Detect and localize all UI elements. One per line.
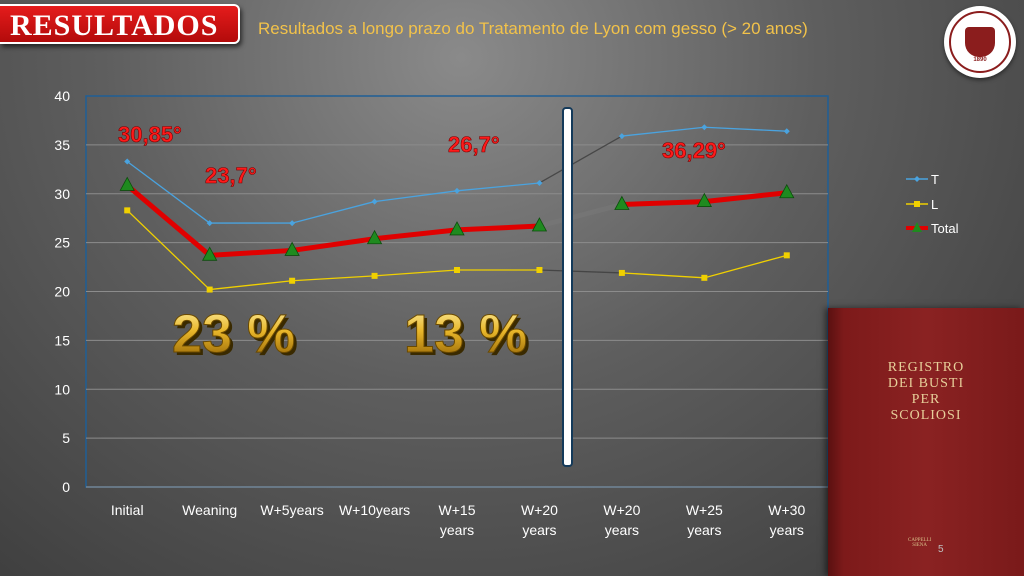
point-L (536, 266, 543, 273)
page-number: 5 (938, 544, 944, 555)
point-T (289, 220, 296, 227)
point-Total (696, 192, 713, 207)
point-Total (614, 195, 630, 210)
point-L (124, 207, 131, 214)
slide-title: Resultados a longo prazo do Tratamento d… (258, 19, 808, 38)
legend-marker-Total (912, 222, 922, 232)
x-tick-label: W+20 years (521, 502, 558, 538)
point-T (536, 179, 543, 186)
legend-label-L: L (931, 197, 938, 212)
point-Total (366, 229, 383, 245)
separator-bar (562, 107, 573, 467)
point-Total (531, 217, 548, 232)
y-tick-label: 30 (54, 186, 70, 202)
angle-annotation: 23,7° (205, 163, 257, 188)
university-seal: 1890 (944, 6, 1016, 78)
legend-marker-T (914, 176, 920, 182)
point-L (618, 269, 625, 276)
percentage-shadow: 23 % (175, 307, 298, 367)
percentage-label: 13 % (404, 304, 527, 364)
y-tick-label: 0 (62, 479, 70, 495)
y-tick-label: 35 (54, 137, 70, 153)
point-T (206, 220, 213, 227)
percentage-shadow: 13 % (407, 307, 530, 367)
y-tick-label: 10 (54, 381, 70, 397)
point-Total (779, 183, 795, 199)
legend-label-Total: Total (931, 221, 959, 236)
point-Total (449, 221, 465, 236)
x-tick-label: W+30 years (768, 502, 805, 538)
series-line-T (126, 160, 540, 224)
point-T (454, 187, 460, 194)
y-tick-label: 15 (54, 332, 70, 348)
point-L (206, 286, 213, 293)
angle-annotation: 30,85° (118, 122, 182, 147)
x-tick-label: W+5years (260, 502, 323, 518)
point-L (454, 266, 460, 273)
series-connector-L (539, 269, 622, 274)
x-tick-label: Initial (111, 502, 144, 518)
point-L (371, 272, 378, 279)
section-badge: RESULTADOS (0, 4, 240, 44)
y-tick-label: 5 (62, 430, 70, 446)
legend-marker-L (914, 201, 920, 207)
series-connector-T (539, 135, 623, 184)
series-connector-Total (538, 202, 623, 229)
series-line-L (621, 254, 787, 279)
book-publisher: CAPPELLI SIENA (908, 538, 932, 548)
series-line-L (126, 209, 540, 291)
legend-label-T: T (931, 172, 939, 187)
book-cover-image: REGISTRO DEI BUSTI PER SCOLIOSI CAPPELLI… (828, 308, 1024, 576)
y-tick-label: 40 (54, 88, 70, 104)
book-title: REGISTRO DEI BUSTI PER SCOLIOSI (887, 360, 965, 423)
point-L (289, 277, 296, 284)
point-Total (119, 176, 135, 191)
point-Total (201, 246, 218, 261)
x-tick-label: W+15 years (439, 502, 476, 538)
x-tick-label: W+20 years (603, 502, 640, 538)
x-tick-label: W+10years (339, 502, 410, 518)
point-T (124, 158, 131, 165)
seal-year: 1890 (973, 57, 987, 63)
series-line-Total (125, 183, 540, 258)
point-L (701, 274, 708, 281)
angle-annotation: 26,7° (448, 132, 500, 157)
y-tick-label: 20 (54, 284, 70, 300)
point-L (783, 252, 790, 259)
seal-shield-icon (965, 27, 995, 57)
point-T (783, 128, 790, 135)
y-tick-label: 25 (54, 235, 70, 251)
angle-annotation: 36,29° (662, 138, 726, 163)
point-T (618, 133, 625, 140)
x-tick-label: W+25 years (686, 502, 723, 538)
point-T (701, 124, 708, 131)
point-Total (284, 241, 300, 256)
point-T (371, 198, 378, 205)
x-tick-label: Weaning (182, 502, 237, 518)
percentage-label: 23 % (172, 304, 295, 364)
